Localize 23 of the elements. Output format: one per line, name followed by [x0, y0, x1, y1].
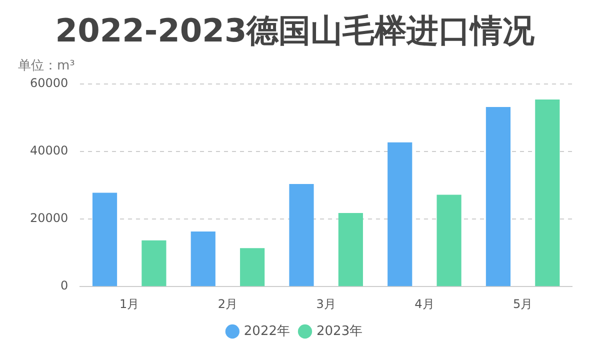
bar	[92, 192, 118, 286]
chart-subtitle: 单位：m³	[18, 58, 75, 74]
y-tick-label: 60000	[30, 76, 68, 90]
bar	[240, 248, 265, 286]
bar	[535, 100, 560, 286]
x-tick-label: 4月	[414, 296, 434, 311]
bar	[190, 232, 216, 286]
y-tick-label: 40000	[30, 144, 68, 158]
y-tick-label: 20000	[30, 211, 68, 226]
x-tick-label: 3月	[316, 296, 336, 311]
x-tick-label: 2月	[218, 296, 238, 311]
bar	[289, 184, 314, 286]
x-tick-label: 5月	[512, 296, 533, 311]
bar	[142, 240, 166, 286]
bar	[338, 212, 363, 286]
bar	[486, 106, 511, 286]
chart-title: 2022-2023德国山毛榉进口情况	[55, 12, 536, 50]
y-tick-label: 0	[60, 278, 68, 293]
legend-label: 2022年	[244, 324, 290, 339]
x-tick-label: 1月	[120, 296, 140, 311]
bar	[388, 142, 412, 286]
bar	[436, 194, 462, 286]
legend-label: 2023年	[316, 324, 363, 339]
